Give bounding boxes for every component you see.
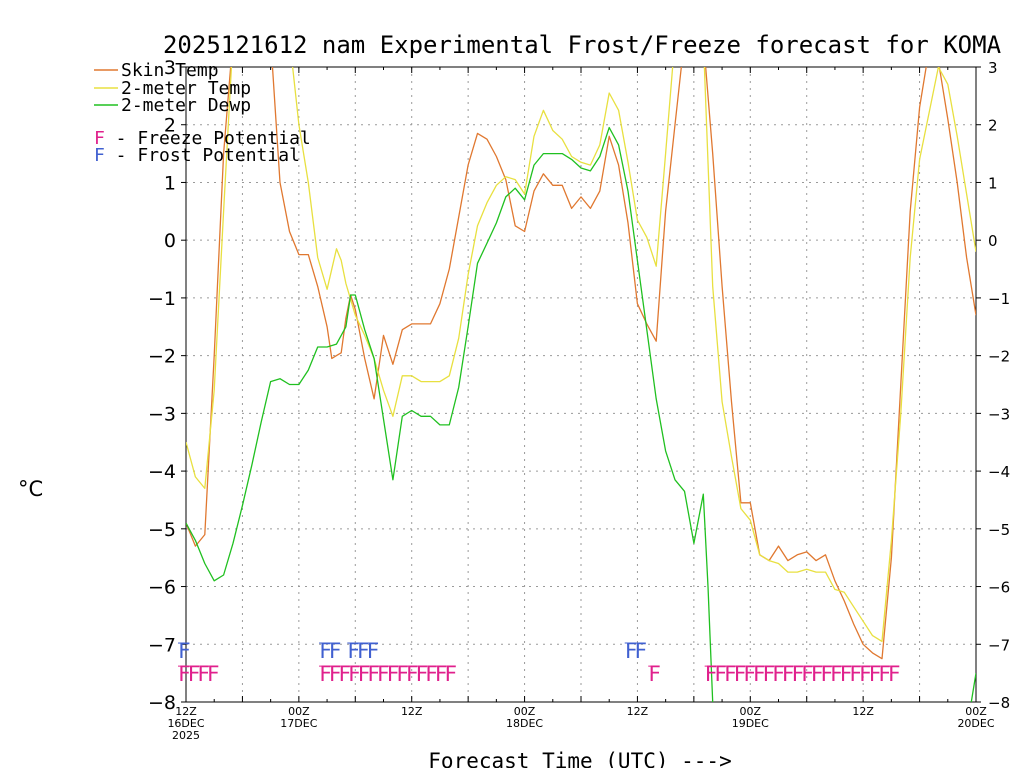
y-tick-label-left: −4 [148, 461, 176, 483]
y-tick-label-right: 1 [988, 174, 998, 192]
x-axis-title: Forecast Time (UTC) ---> [428, 749, 731, 768]
legend-freeze-potential: F - Freeze Potential [94, 128, 311, 149]
y-tick-label-right: −4 [988, 463, 1010, 481]
y-tick-label-right: −5 [988, 521, 1010, 539]
y-axis: −8 −8 −7 −7 −6 −6 −5 −5 −4 −4 −3 −3 −2 −2 −1 −1 0 0 1 1 2 2 3 3 [148, 57, 1010, 714]
legend-skin-temp-label: Skin Temp [121, 60, 219, 81]
x-tick-date: 18DEC [506, 717, 543, 730]
y-tick-label-right: −6 [988, 579, 1010, 597]
chart-title: 2025121612 nam Experimental Frost/Freeze… [163, 31, 1002, 59]
potential-markers: FFFF FFFFFFFFFFFFFF F FFFFFFFFFFFFFFFFFFFFF… [178, 639, 903, 686]
y-tick-label-right: −7 [988, 636, 1010, 654]
y-tick-label-left: −1 [148, 288, 176, 310]
x-tick-date: 20DEC [957, 717, 994, 730]
x-tick-year: 2025 [172, 729, 200, 742]
y-tick-label-right: 3 [988, 59, 998, 77]
y-tick-label-left: 2 [164, 115, 176, 137]
y-tick-label-left: −7 [148, 634, 176, 656]
y-tick-label-right: −1 [988, 290, 1010, 308]
x-tick-label: 12Z [627, 705, 649, 718]
y-tick-label-right: −2 [988, 348, 1010, 366]
y-tick-label-right: 0 [988, 232, 998, 250]
y-tick-label-left: −5 [148, 519, 176, 541]
x-tick-label: 00Z [514, 705, 536, 718]
x-tick-date: 19DEC [732, 717, 769, 730]
y-tick-label-left: 3 [164, 57, 176, 79]
series-skin-temp [186, 67, 976, 660]
x-tick-label: 12Z [175, 705, 197, 718]
y-tick-label-left: −8 [148, 692, 176, 714]
series-group [186, 67, 976, 702]
y-tick-label-right: 2 [988, 117, 998, 135]
series-2-meter-temp [186, 67, 976, 643]
x-tick-label: 12Z [852, 705, 874, 718]
series-2-meter-dewp [186, 126, 714, 702]
grid-lines [186, 67, 976, 702]
x-tick-label: 00Z [288, 705, 310, 718]
y-tick-label-left: 0 [164, 230, 176, 252]
y-tick-label-left: 1 [164, 172, 176, 194]
x-tick-label: 00Z [740, 705, 762, 718]
y-axis-unit: °C [18, 477, 43, 501]
x-tick-date: 17DEC [280, 717, 317, 730]
y-tick-label-left: −3 [148, 403, 176, 425]
y-tick-label-left: −2 [148, 346, 176, 368]
y-tick-label-left: −6 [148, 577, 176, 599]
legend-frost-potential: F - Frost Potential [94, 145, 300, 166]
y-tick-label-right: −3 [988, 405, 1010, 423]
x-tick-label: 12Z [401, 705, 423, 718]
legend-2m-temp-label: 2-meter Temp [121, 78, 251, 99]
x-tick-label: 00Z [965, 705, 987, 718]
legend-2m-dewp-label: 2-meter Dewp [121, 95, 251, 116]
x-tick-date: 16DEC [167, 717, 204, 730]
y-tick-label-right: −8 [988, 694, 1010, 712]
series-2-meter-dewp-tail [970, 672, 976, 702]
legend: Skin Temp 2-meter Temp 2-meter Dewp F - … [94, 60, 311, 166]
